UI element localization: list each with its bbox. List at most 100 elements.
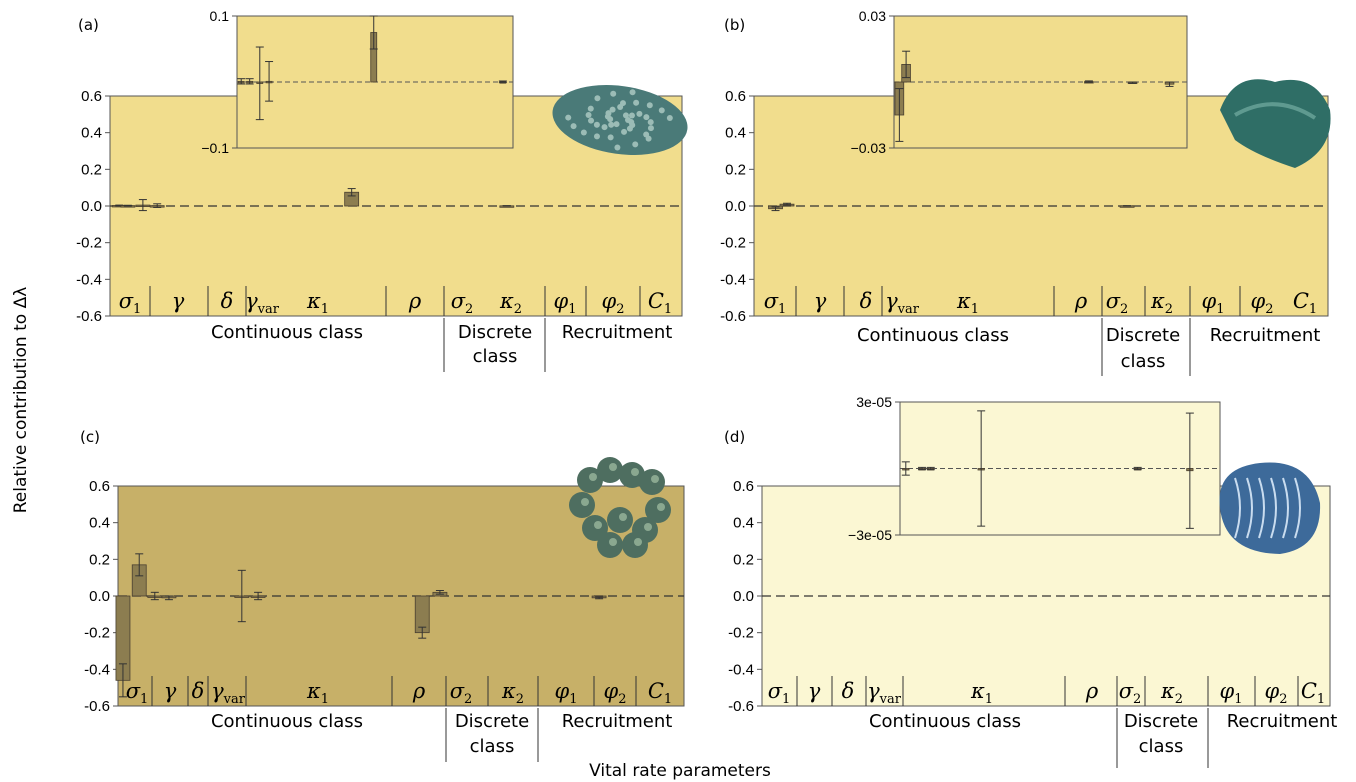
param-label-rho: ρ: [412, 679, 426, 703]
group-label-discrete2: class: [1121, 351, 1166, 372]
param-label-phi2: φ2: [602, 289, 625, 317]
param-label-sigma1: σ1: [119, 289, 142, 317]
group-label-discrete2: class: [473, 346, 518, 367]
panel-label: (b): [724, 16, 745, 34]
y-tick-label-0.4: 0.4: [89, 515, 110, 532]
panel-1: (b) 0.6 0.4 0.2 0.0 -0.2 -0.4 -0.6 σ1 γ δ γvar κ1 ρ σ2…: [720, 8, 1331, 376]
param-label-delta: δ: [192, 679, 205, 703]
param-label-kappa2: κ2: [1160, 679, 1183, 707]
param-label-kappa1: κ1: [306, 289, 329, 317]
panel-label: (d): [724, 428, 745, 446]
param-label-rho: ρ: [1074, 289, 1088, 313]
y-tick-label--0.4: -0.4: [76, 271, 102, 288]
y-tick-label-0.2: 0.2: [81, 161, 102, 178]
param-label-gamma: γ: [172, 289, 185, 313]
y-tick-label--0.2: -0.2: [76, 235, 102, 252]
param-label-c1: C1: [1301, 679, 1325, 707]
param-label-delta: δ: [860, 289, 873, 313]
y-tick-label-0.6: 0.6: [81, 88, 102, 105]
param-label-phi2: φ2: [604, 679, 627, 707]
param-label-sigma1: σ1: [768, 679, 791, 707]
param-label-gamma: γ: [814, 289, 827, 313]
y-tick-label-0.2: 0.2: [89, 551, 110, 568]
y-tick-label-0.0: 0.0: [89, 588, 110, 605]
param-label-kappa1: κ1: [306, 679, 329, 707]
group-label-discrete2: class: [470, 736, 515, 757]
param-label-gammavar: γvar: [885, 289, 920, 317]
inset-tick-label-top: 0.1: [210, 8, 230, 24]
y-tick-label--0.2: -0.2: [728, 625, 754, 642]
tabular-coral-icon: [552, 85, 688, 155]
y-tick-label-0.4: 0.4: [725, 125, 746, 142]
y-tick-label-0.2: 0.2: [725, 161, 746, 178]
inset: 0.03 −0.03: [851, 8, 1188, 156]
param-label-gammavar: γvar: [245, 289, 280, 317]
param-label-c1: C1: [648, 289, 672, 317]
param-label-gamma: γ: [808, 679, 821, 703]
y-tick-label--0.6: -0.6: [728, 698, 754, 715]
group-label-discrete2: class: [1139, 736, 1184, 757]
param-label-phi2: φ2: [1265, 679, 1288, 707]
inset-tick-label-top: 3e-05: [856, 394, 892, 410]
group-label-continuous: Continuous class: [211, 711, 363, 732]
y-tick-label--0.2: -0.2: [84, 625, 110, 642]
param-label-c1: C1: [648, 679, 672, 707]
param-label-kappa1: κ1: [956, 289, 979, 317]
param-label-sigma2: σ2: [1119, 679, 1142, 707]
param-label-sigma1: σ1: [126, 679, 149, 707]
panel-2: (c) 0.6 0.4 0.2 0.0 -0.2 -0.4 -0.6 σ1 γ δ γvar κ1 ρ σ2…: [80, 428, 685, 762]
group-label-continuous: Continuous class: [857, 325, 1009, 346]
panel-label: (a): [78, 16, 99, 34]
y-tick-label--0.6: -0.6: [720, 308, 746, 325]
param-label-kappa2: κ2: [499, 289, 522, 317]
param-label-gamma: γ: [164, 679, 177, 703]
panel-label: (c): [80, 428, 100, 446]
inset-tick-label-bottom: −3e-05: [848, 527, 892, 543]
y-tick-label-0.2: 0.2: [733, 551, 754, 568]
param-label-kappa2: κ2: [501, 679, 524, 707]
group-label-discrete1: Discrete: [1124, 711, 1198, 732]
y-tick-label-0.0: 0.0: [733, 588, 754, 605]
y-tick-label--0.4: -0.4: [728, 661, 754, 678]
group-label-discrete1: Discrete: [1106, 325, 1180, 346]
param-label-gammavar: γvar: [211, 679, 246, 707]
inset-tick-label-bottom: −0.03: [851, 140, 887, 156]
inset-tick-label-top: 0.03: [859, 8, 886, 24]
group-label-recruitment: Recruitment: [562, 711, 673, 732]
y-tick-label--0.6: -0.6: [76, 308, 102, 325]
panel-0: (a) 0.6 0.4 0.2 0.0 -0.2 -0.4 -0.6 σ1 γ δ γvar κ1 ρ σ2…: [76, 8, 688, 372]
param-label-phi1: φ1: [1220, 679, 1243, 707]
param-label-gammavar: γvar: [867, 679, 902, 707]
param-label-phi1: φ1: [1202, 289, 1225, 317]
param-label-c1: C1: [1293, 289, 1317, 317]
group-label-recruitment: Recruitment: [1227, 711, 1338, 732]
y-tick-label--0.6: -0.6: [84, 698, 110, 715]
y-tick-label--0.4: -0.4: [720, 271, 746, 288]
y-tick-label--0.2: -0.2: [720, 235, 746, 252]
y-tick-label-0.6: 0.6: [725, 88, 746, 105]
param-label-kappa2: κ2: [1150, 289, 1173, 317]
param-label-rho: ρ: [408, 289, 422, 313]
param-label-delta: δ: [842, 679, 855, 703]
panels: (a)0.60.40.20.0-0.2-0.4-0.6σ1 γ δ γvar κ1 ρ σ2…: [76, 8, 1337, 768]
y-tick-label-0.4: 0.4: [81, 125, 102, 142]
inset: 0.1 −0.1: [201, 8, 514, 156]
group-label-continuous: Continuous class: [211, 322, 363, 343]
y-axis-title: Relative contribution to Δλ: [11, 287, 31, 514]
x-axis-title: Vital rate parameters: [589, 761, 771, 781]
param-label-kappa1: κ1: [970, 679, 993, 707]
panel-3: (d) 0.6 0.4 0.2 0.0 -0.2 -0.4 -0.6 σ1 γ δ γvar κ1 ρ σ2…: [724, 394, 1337, 768]
group-label-continuous: Continuous class: [869, 711, 1021, 732]
param-label-phi1: φ1: [555, 679, 578, 707]
group-label-recruitment: Recruitment: [1210, 325, 1321, 346]
param-label-sigma1: σ1: [764, 289, 787, 317]
param-label-sigma2: σ2: [1106, 289, 1129, 317]
y-tick-label-0.0: 0.0: [81, 198, 102, 215]
inset-tick-label-bottom: −0.1: [201, 140, 229, 156]
massive-coral-icon: [1219, 462, 1321, 554]
y-tick-label--0.4: -0.4: [84, 661, 110, 678]
foliose-coral-icon: [1220, 79, 1331, 168]
inset: 3e-05 −3e-05: [848, 394, 1221, 543]
param-label-phi2: φ2: [1251, 289, 1274, 317]
